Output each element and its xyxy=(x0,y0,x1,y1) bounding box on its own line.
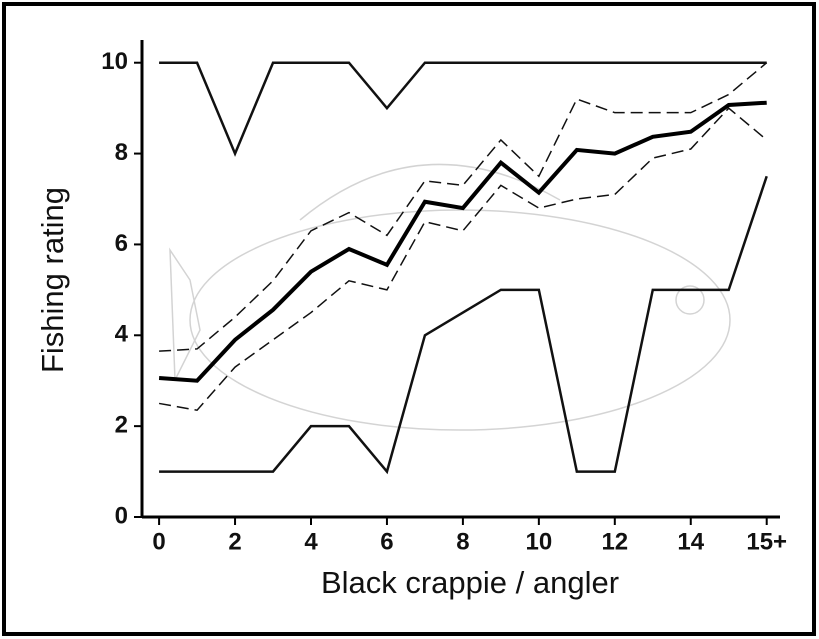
x-tick-label: 14 xyxy=(677,528,704,555)
page: {"chart_data": {"type": "line", "x_label… xyxy=(0,0,819,639)
y-tick-label: 6 xyxy=(115,230,128,257)
y-tick-label: 2 xyxy=(115,411,128,438)
y-tick-label: 4 xyxy=(115,321,129,348)
x-tick-label: 4 xyxy=(304,528,318,555)
y-tick-label: 0 xyxy=(115,502,128,529)
x-tick-label: 8 xyxy=(456,528,469,555)
chart: Black crappie / angler Fishing rating 0 2… xyxy=(0,0,819,639)
x-tick-label: 0 xyxy=(152,528,165,555)
y-tick-label: 10 xyxy=(101,48,128,75)
x-tick-label: 6 xyxy=(380,528,393,555)
y-axis-label: Fishing rating xyxy=(35,187,70,373)
x-tick-label: 2 xyxy=(228,528,241,555)
y-tick-label: 8 xyxy=(115,139,128,166)
x-tick-label: 12 xyxy=(601,528,628,555)
x-axis-label: Black crappie / angler xyxy=(321,565,619,600)
x-tick-label: 10 xyxy=(525,528,552,555)
x-tick-label: 15+ xyxy=(746,528,787,555)
